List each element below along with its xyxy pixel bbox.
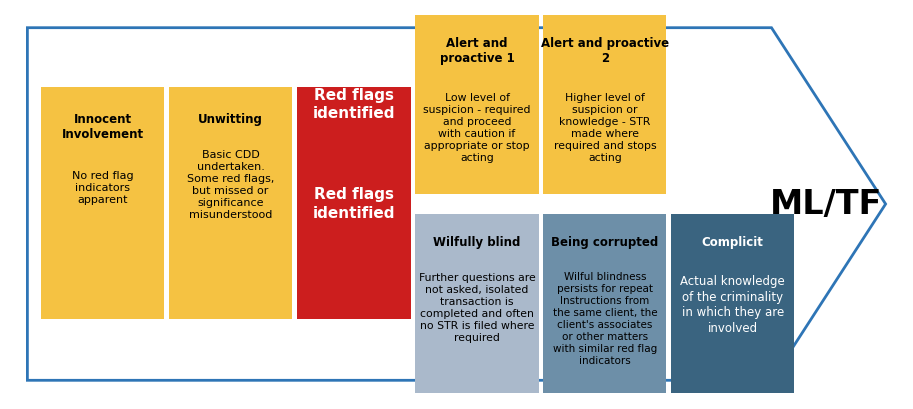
Text: Further questions are
not asked, isolated
transaction is
completed and often
no : Further questions are not asked, isolate…	[419, 272, 535, 342]
Text: Actual knowledge
of the criminality
in which they are
involved: Actual knowledge of the criminality in w…	[680, 274, 785, 334]
Text: Complicit: Complicit	[702, 235, 763, 248]
Bar	[671, 215, 794, 393]
Bar	[543, 215, 666, 393]
Bar	[41, 88, 164, 319]
Text: ML/TF: ML/TF	[770, 188, 883, 221]
Text: Higher level of
suspicion or
knowledge - STR
made where
required and stops
actin: Higher level of suspicion or knowledge -…	[553, 93, 656, 163]
Bar	[543, 16, 666, 194]
Bar	[415, 215, 539, 393]
Text: Alert and proactive
2: Alert and proactive 2	[540, 37, 669, 65]
Text: Wilfully blind: Wilfully blind	[434, 235, 520, 248]
Bar	[169, 88, 292, 319]
Text: Wilful blindness
persists for repeat
Instructions from
the same client, the
clie: Wilful blindness persists for repeat Ins…	[552, 271, 657, 365]
Text: Basic CDD
undertaken.
Some red flags,
but missed or
significance
misunderstood: Basic CDD undertaken. Some red flags, bu…	[187, 150, 274, 220]
Bar	[297, 88, 411, 319]
Text: Being corrupted: Being corrupted	[551, 235, 658, 248]
Text: No red flag
indicators
apparent: No red flag indicators apparent	[72, 171, 133, 204]
Text: Alert and
proactive 1: Alert and proactive 1	[440, 37, 514, 65]
Text: Innocent
Involvement: Innocent Involvement	[62, 112, 143, 141]
Text: Red flags
identified: Red flags identified	[312, 186, 395, 221]
Text: Unwitting: Unwitting	[198, 112, 263, 126]
Text: Red flags
identified: Red flags identified	[312, 88, 395, 121]
Text: Low level of
suspicion - required
and proceed
with caution if
appropriate or sto: Low level of suspicion - required and pr…	[424, 93, 530, 163]
Bar	[415, 16, 539, 194]
